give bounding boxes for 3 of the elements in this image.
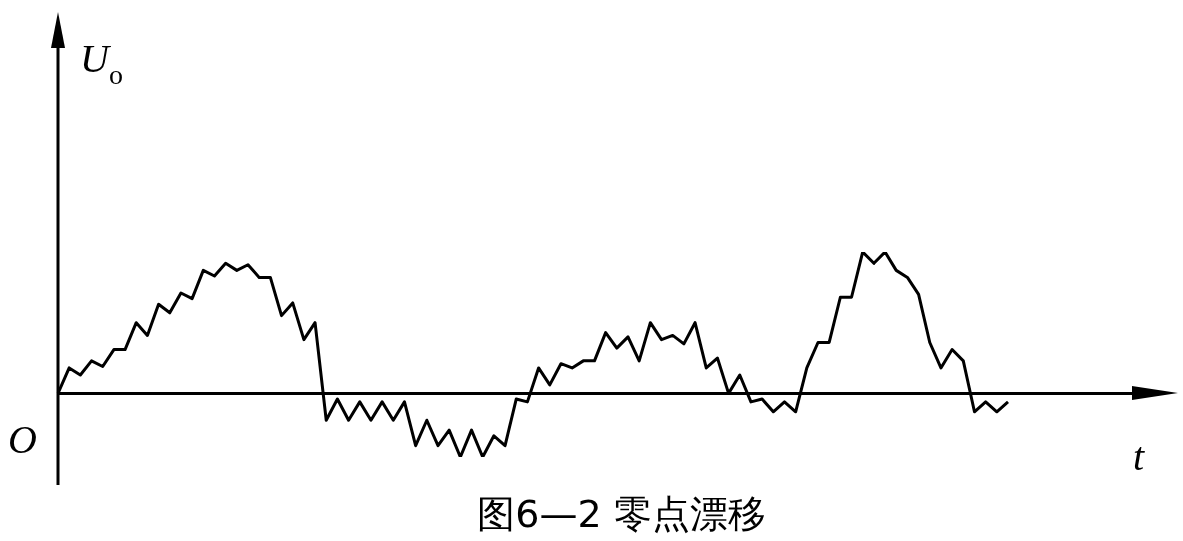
text: O: [8, 417, 37, 463]
x-axis-title: t: [1133, 434, 1145, 480]
text: 图6—2 零点漂移: [476, 491, 767, 538]
